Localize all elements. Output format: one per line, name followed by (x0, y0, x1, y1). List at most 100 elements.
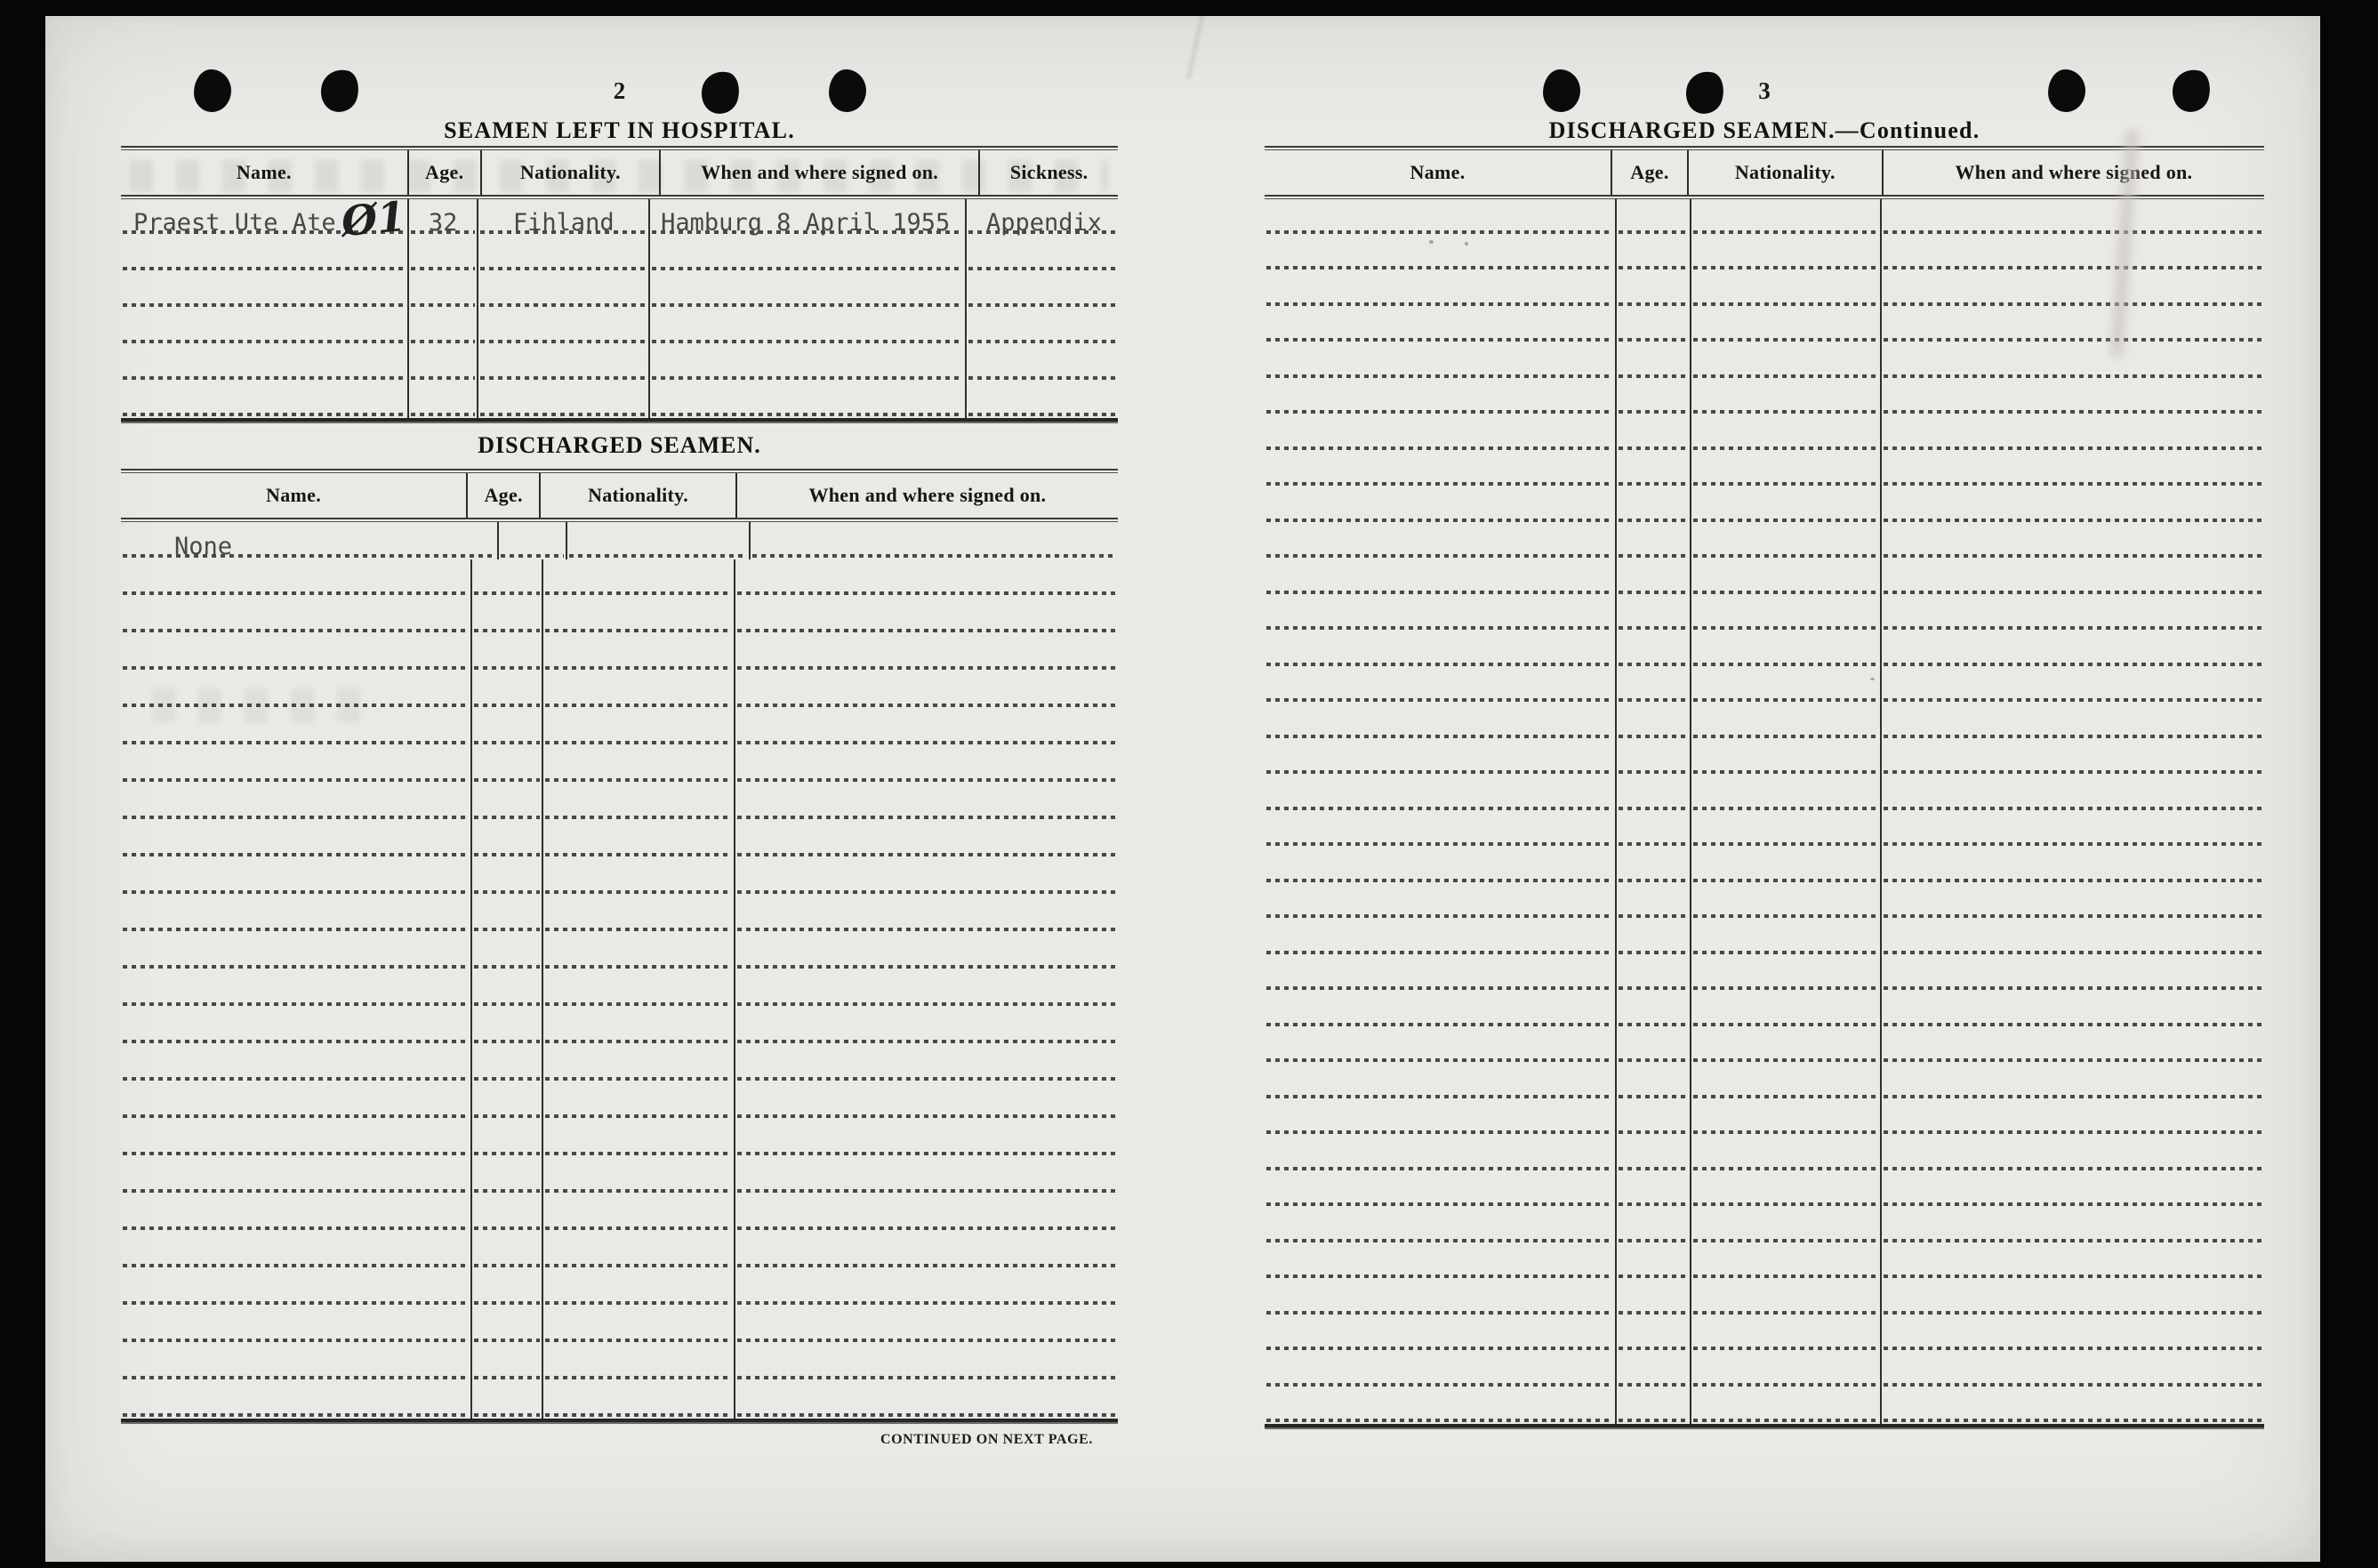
handwritten-mark: Ø1 (339, 191, 408, 246)
table-cell-nationality (543, 896, 735, 933)
table-cell-nationality (543, 709, 735, 746)
column-header: Nationality. (541, 473, 737, 518)
table-cell-nationality (1691, 343, 1882, 380)
table-cell-nationality (1691, 955, 1882, 992)
typed-entry: Fihland (512, 209, 615, 237)
table-cell-nationality (543, 597, 735, 634)
table-cell-nationality (543, 559, 735, 597)
table-row (1265, 523, 2264, 559)
table-cell-nationality (1691, 1136, 1882, 1172)
table-cell-age (409, 236, 479, 272)
table-cell-sickness (967, 236, 1118, 272)
table-cell-age (1617, 1243, 1691, 1280)
table-cell-age (1617, 1171, 1691, 1208)
table-cell-age (1617, 992, 1691, 1028)
table-cell-signed_on (735, 1269, 1118, 1307)
punch-hole (829, 69, 866, 112)
table-cell-name (1265, 343, 1618, 380)
table-cell-age: 32 (409, 199, 479, 236)
table-cell-signed_on (1882, 848, 2264, 884)
table-cell-sickness (967, 382, 1118, 418)
table-cell-nationality (1691, 739, 1882, 776)
table-cell-signed_on (735, 559, 1118, 597)
table-row (1265, 1064, 2264, 1100)
table-row (1265, 955, 2264, 993)
table-cell-name (1265, 595, 1618, 631)
table-row (1265, 883, 2264, 920)
table-cell-name (1265, 451, 1618, 487)
table-cell-nationality (543, 671, 735, 709)
table-row (121, 1381, 1118, 1419)
table-cell-age (472, 559, 544, 597)
table-cell-name (1265, 704, 1618, 740)
table-cell-nationality (1691, 883, 1882, 920)
table-row (1265, 1387, 2264, 1424)
table-row (1265, 739, 2264, 776)
table-row (121, 1008, 1118, 1045)
table-cell-name (121, 896, 472, 933)
typed-entry: Praest Ute Ate (133, 209, 336, 237)
table-cell-name (1265, 1208, 1618, 1244)
table-cell-age (1617, 271, 1691, 308)
table-cell-age (1617, 199, 1691, 236)
table-row (121, 784, 1118, 821)
table-cell-age (1617, 523, 1691, 559)
table-cell-age (472, 858, 544, 896)
table-cell-name (1265, 487, 1618, 524)
table-cell-nationality (1691, 1171, 1882, 1208)
table-cell-age (1617, 235, 1691, 271)
table-cell-nationality (1691, 415, 1882, 452)
table-cell-age (472, 746, 544, 784)
table-cell-signed_on (735, 1120, 1118, 1157)
table-cell-signed_on (735, 597, 1118, 634)
table-cell-signed_on (735, 1381, 1118, 1419)
table-cell-name (121, 272, 409, 309)
table-row (1265, 704, 2264, 740)
table-cell-name (1265, 1027, 1618, 1064)
table-row (121, 236, 1118, 272)
table-cell-age (1617, 343, 1691, 380)
table-cell-signed_on (1882, 776, 2264, 812)
table-cell-nationality: Fihland (478, 199, 651, 237)
table-cell-signed_on (1882, 415, 2264, 452)
table-row (1265, 595, 2264, 631)
table-row (1265, 776, 2264, 812)
continuation-note: CONTINUED ON NEXT PAGE. (880, 1432, 1093, 1447)
table-row (121, 634, 1118, 671)
table-cell-age (409, 345, 479, 382)
punch-hole (1543, 69, 1580, 112)
table-cell-nationality (1691, 379, 1882, 415)
scan-speck (1465, 242, 1468, 245)
scan-speck (1429, 240, 1434, 244)
table-cell-age (1617, 739, 1691, 776)
table-cell-age (472, 1082, 544, 1120)
table-cell-name (121, 970, 472, 1008)
table-row (1265, 1136, 2264, 1172)
table-cell-nationality (543, 858, 735, 896)
column-header: When and where signed on. (661, 150, 981, 195)
table-cell-signed_on (1882, 704, 2264, 740)
table-cell-sickness: Appendix (967, 199, 1118, 236)
table-cell-name (1265, 199, 1618, 236)
table-cell-signed_on (1882, 1028, 2264, 1065)
table-cell-name (1265, 776, 1618, 812)
table-cell-sickness (967, 345, 1118, 382)
discharged-seamen-heading: DISCHARGED SEAMEN. (478, 432, 761, 458)
table-row (121, 858, 1118, 896)
table-cell-sickness (967, 309, 1118, 345)
table-cell-nationality (1691, 487, 1882, 524)
table-cell-signed_on (1882, 199, 2264, 236)
table-cell-signed_on (1882, 487, 2264, 524)
table-cell-name (1265, 1315, 1618, 1352)
right-page-header: 3 DISCHARGED SEAMEN.—Continued. (1265, 78, 2264, 144)
table-cell-age (1617, 595, 1691, 631)
table-row (121, 272, 1118, 309)
table-cell-name (121, 382, 409, 418)
bleed-through-smudge (152, 688, 374, 722)
table-cell-nationality (1691, 271, 1882, 308)
table-cell-signed_on (1882, 956, 2264, 993)
table-row (121, 597, 1118, 634)
table-cell-name: None (121, 522, 499, 559)
table-cell-nationality (543, 1120, 735, 1157)
